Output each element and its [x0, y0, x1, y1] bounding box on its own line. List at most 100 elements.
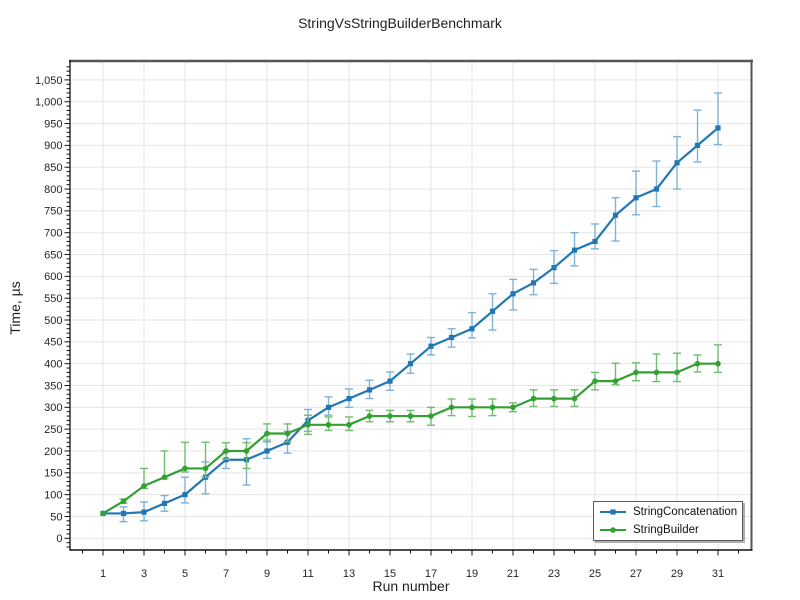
- data-point: [407, 361, 414, 367]
- x-tick-label: 11: [302, 568, 313, 580]
- legend-item-stringbuilder: StringBuilder: [594, 521, 742, 539]
- data-point: [510, 291, 516, 297]
- plot-border: [69, 59, 753, 551]
- y-tick-label: 100: [44, 489, 62, 501]
- data-point: [489, 404, 496, 411]
- data-point: [243, 448, 250, 454]
- data-point: [284, 430, 291, 437]
- data-point: [592, 238, 598, 245]
- series-stringbuilder: [100, 344, 722, 517]
- gridlines: [70, 62, 752, 550]
- x-tick-label: 1: [100, 568, 106, 580]
- data-point: [571, 395, 578, 402]
- y-tick-label: 850: [44, 162, 62, 174]
- x-tick-label: 27: [630, 568, 642, 580]
- data-point: [612, 212, 619, 218]
- data-point: [674, 369, 680, 376]
- series-line: [103, 127, 719, 515]
- x-tick-label: 9: [264, 568, 270, 580]
- x-tick-label: 5: [182, 568, 188, 580]
- data-point: [448, 404, 455, 411]
- y-tick-label: 50: [50, 511, 62, 523]
- legend-marker-icon: [600, 527, 626, 533]
- legend-item-stringconcatenation: StringConcatenation: [594, 503, 742, 521]
- x-tick-label: 7: [223, 568, 229, 580]
- y-tick-label: 1,050: [35, 75, 63, 87]
- axis-ticks: [64, 66, 739, 556]
- legend: StringConcatenation StringBuilder: [593, 501, 743, 541]
- data-point: [346, 421, 352, 428]
- y-tick-label: 0: [56, 533, 62, 545]
- data-point: [366, 387, 373, 393]
- y-tick-label: 900: [44, 140, 62, 152]
- data-point: [694, 360, 701, 367]
- data-point: [530, 395, 537, 402]
- data-point: [653, 369, 660, 376]
- legend-marker-icon: [600, 509, 626, 515]
- data-point: [161, 474, 168, 480]
- plot-area: 0 50 100 150 200 250 300 350 400 450 500 550 600 650 7…: [35, 59, 753, 580]
- data-point: [715, 125, 721, 131]
- y-tick-label: 450: [44, 337, 62, 349]
- y-tick-label: 550: [44, 293, 62, 305]
- y-tick-label: 750: [44, 206, 62, 218]
- data-points: [100, 360, 721, 517]
- data-point: [325, 404, 332, 410]
- data-point: [305, 421, 311, 428]
- data-point: [387, 378, 393, 384]
- y-tick-label: 200: [44, 446, 62, 458]
- error-bars: [119, 344, 722, 505]
- data-point: [633, 369, 639, 376]
- series-stringconcatenation: [100, 92, 722, 523]
- chart-title: StringVsStringBuilderBenchmark: [298, 15, 503, 31]
- data-point: [161, 500, 168, 506]
- legend-label: StringBuilder: [633, 524, 699, 536]
- y-tick-label: 350: [44, 380, 62, 392]
- data-point: [530, 280, 537, 286]
- data-point: [325, 421, 332, 428]
- series-line: [102, 362, 718, 515]
- y-axis-label: Time, µs: [7, 281, 23, 334]
- legend-label: StringConcatenation: [633, 506, 738, 518]
- y-tick-label: 950: [44, 118, 62, 130]
- data-point: [551, 265, 557, 271]
- x-tick-label: 19: [466, 568, 478, 580]
- data-point: [715, 360, 721, 367]
- data-point: [202, 465, 209, 472]
- x-tick-label: 25: [589, 568, 601, 580]
- data-point: [428, 343, 434, 349]
- data-point: [120, 498, 127, 504]
- data-point: [428, 413, 434, 419]
- data-point: [264, 430, 270, 437]
- y-tick-label: 250: [44, 424, 62, 436]
- x-tick-label: 29: [671, 568, 683, 580]
- y-tick-label: 400: [44, 359, 62, 371]
- x-axis-label: Run number: [372, 578, 449, 594]
- data-point: [674, 160, 680, 166]
- data-point: [182, 492, 188, 498]
- data-point: [551, 395, 557, 402]
- data-point: [653, 186, 660, 192]
- data-point: [633, 195, 639, 201]
- y-tick-label: 650: [44, 249, 62, 261]
- y-tick-label: 600: [44, 271, 62, 283]
- data-point: [469, 404, 475, 411]
- axis-tick-labels: 0 50 100 150 200 250 300 350 400 450 500 550 600 650 7…: [35, 75, 724, 580]
- x-tick-label: 3: [141, 568, 147, 580]
- data-point: [141, 509, 147, 515]
- data-point: [120, 510, 127, 517]
- y-tick-label: 1,000: [35, 97, 63, 109]
- data-point: [346, 395, 352, 402]
- data-point: [366, 413, 373, 419]
- data-point: [100, 510, 106, 517]
- data-point: [571, 247, 578, 253]
- x-tick-label: 15: [384, 568, 396, 580]
- data-point: [469, 326, 475, 332]
- data-point: [387, 413, 393, 419]
- y-tick-label: 150: [44, 468, 62, 480]
- x-tick-label: 31: [712, 568, 724, 580]
- data-point: [223, 448, 229, 454]
- data-point: [448, 334, 455, 341]
